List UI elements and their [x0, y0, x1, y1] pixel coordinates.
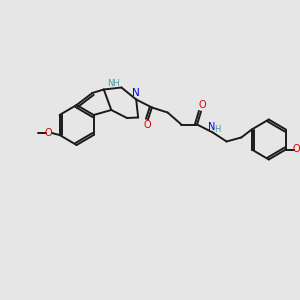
Text: NH: NH — [107, 79, 119, 88]
Text: O: O — [198, 100, 206, 110]
Text: N: N — [208, 122, 215, 131]
Text: O: O — [45, 128, 52, 138]
Text: N: N — [132, 88, 140, 98]
Text: H: H — [214, 125, 221, 134]
Text: O: O — [143, 121, 151, 130]
Text: O: O — [293, 145, 300, 154]
